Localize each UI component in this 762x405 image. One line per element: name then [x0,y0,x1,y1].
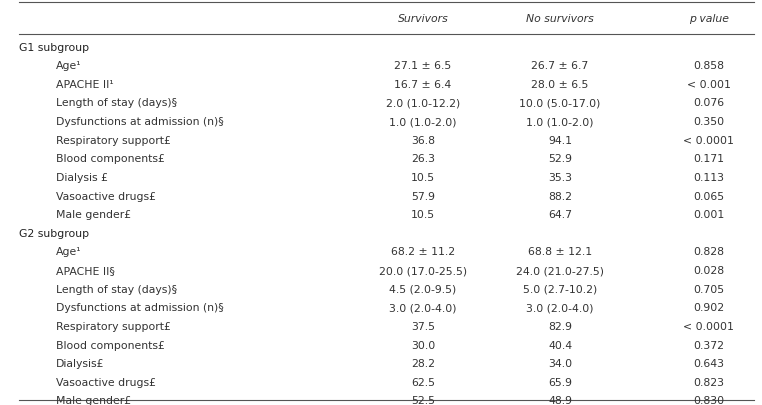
Text: Age¹: Age¹ [56,61,81,71]
Text: Age¹: Age¹ [56,247,81,258]
Text: No survivors: No survivors [527,14,594,24]
Text: 30.0: 30.0 [411,341,435,351]
Text: G2 subgroup: G2 subgroup [19,229,89,239]
Text: 10.5: 10.5 [411,210,435,220]
Text: G1 subgroup: G1 subgroup [19,43,89,53]
Text: Blood components£: Blood components£ [56,154,165,164]
Text: 5.0 (2.7-10.2): 5.0 (2.7-10.2) [523,285,597,295]
Text: 40.4: 40.4 [548,341,572,351]
Text: Vasoactive drugs£: Vasoactive drugs£ [56,192,155,202]
Text: 0.858: 0.858 [693,61,724,71]
Text: Male gender£: Male gender£ [56,210,131,220]
Text: 64.7: 64.7 [548,210,572,220]
Text: < 0.0001: < 0.0001 [684,322,734,332]
Text: 0.065: 0.065 [693,192,724,202]
Text: 48.9: 48.9 [548,396,572,405]
Text: 0.823: 0.823 [693,378,724,388]
Text: APACHE II§: APACHE II§ [56,266,114,276]
Text: Dysfunctions at admission (n)§: Dysfunctions at admission (n)§ [56,303,223,313]
Text: 52.9: 52.9 [548,154,572,164]
Text: 68.8 ± 12.1: 68.8 ± 12.1 [528,247,592,258]
Text: 82.9: 82.9 [548,322,572,332]
Text: Length of stay (days)§: Length of stay (days)§ [56,285,177,295]
Text: 26.7 ± 6.7: 26.7 ± 6.7 [531,61,589,71]
Text: 52.5: 52.5 [411,396,435,405]
Text: 65.9: 65.9 [548,378,572,388]
Text: Blood components£: Blood components£ [56,341,165,351]
Text: 0.001: 0.001 [693,210,725,220]
Text: Respiratory support£: Respiratory support£ [56,136,171,146]
Text: 28.2: 28.2 [411,359,435,369]
Text: Length of stay (days)§: Length of stay (days)§ [56,98,177,109]
Text: 0.705: 0.705 [693,285,724,295]
Text: 62.5: 62.5 [411,378,435,388]
Text: < 0.0001: < 0.0001 [684,136,734,146]
Text: 1.0 (1.0-2.0): 1.0 (1.0-2.0) [527,117,594,127]
Text: 1.0 (1.0-2.0): 1.0 (1.0-2.0) [389,117,456,127]
Text: 0.028: 0.028 [693,266,724,276]
Text: 2.0 (1.0-12.2): 2.0 (1.0-12.2) [386,98,460,109]
Text: Survivors: Survivors [398,14,448,24]
Text: 0.372: 0.372 [693,341,724,351]
Text: Dialysis £: Dialysis £ [56,173,107,183]
Text: 16.7 ± 6.4: 16.7 ± 6.4 [394,80,452,90]
Text: 3.0 (2.0-4.0): 3.0 (2.0-4.0) [527,303,594,313]
Text: 88.2: 88.2 [548,192,572,202]
Text: 4.5 (2.0-9.5): 4.5 (2.0-9.5) [389,285,456,295]
Text: 35.3: 35.3 [548,173,572,183]
Text: 20.0 (17.0-25.5): 20.0 (17.0-25.5) [379,266,467,276]
Text: 0.902: 0.902 [693,303,724,313]
Text: APACHE II¹: APACHE II¹ [56,80,114,90]
Text: Respiratory support£: Respiratory support£ [56,322,171,332]
Text: 24.0 (21.0-27.5): 24.0 (21.0-27.5) [516,266,604,276]
Text: Dialysis£: Dialysis£ [56,359,104,369]
Text: Dysfunctions at admission (n)§: Dysfunctions at admission (n)§ [56,117,223,127]
Text: 57.9: 57.9 [411,192,435,202]
Text: 3.0 (2.0-4.0): 3.0 (2.0-4.0) [389,303,456,313]
Text: 0.643: 0.643 [693,359,724,369]
Text: 0.113: 0.113 [693,173,724,183]
Text: 0.171: 0.171 [693,154,724,164]
Text: 0.830: 0.830 [693,396,724,405]
Text: 0.350: 0.350 [693,117,724,127]
Text: 10.0 (5.0-17.0): 10.0 (5.0-17.0) [520,98,600,109]
Text: 34.0: 34.0 [548,359,572,369]
Text: Vasoactive drugs£: Vasoactive drugs£ [56,378,155,388]
Text: 27.1 ± 6.5: 27.1 ± 6.5 [394,61,452,71]
Text: < 0.001: < 0.001 [687,80,731,90]
Text: 0.076: 0.076 [693,98,724,109]
Text: 68.2 ± 11.2: 68.2 ± 11.2 [391,247,455,258]
Text: 37.5: 37.5 [411,322,435,332]
Text: p value: p value [689,14,728,24]
Text: 10.5: 10.5 [411,173,435,183]
Text: 94.1: 94.1 [548,136,572,146]
Text: 28.0 ± 6.5: 28.0 ± 6.5 [531,80,589,90]
Text: Male gender£: Male gender£ [56,396,131,405]
Text: 0.828: 0.828 [693,247,724,258]
Text: 36.8: 36.8 [411,136,435,146]
Text: 26.3: 26.3 [411,154,435,164]
